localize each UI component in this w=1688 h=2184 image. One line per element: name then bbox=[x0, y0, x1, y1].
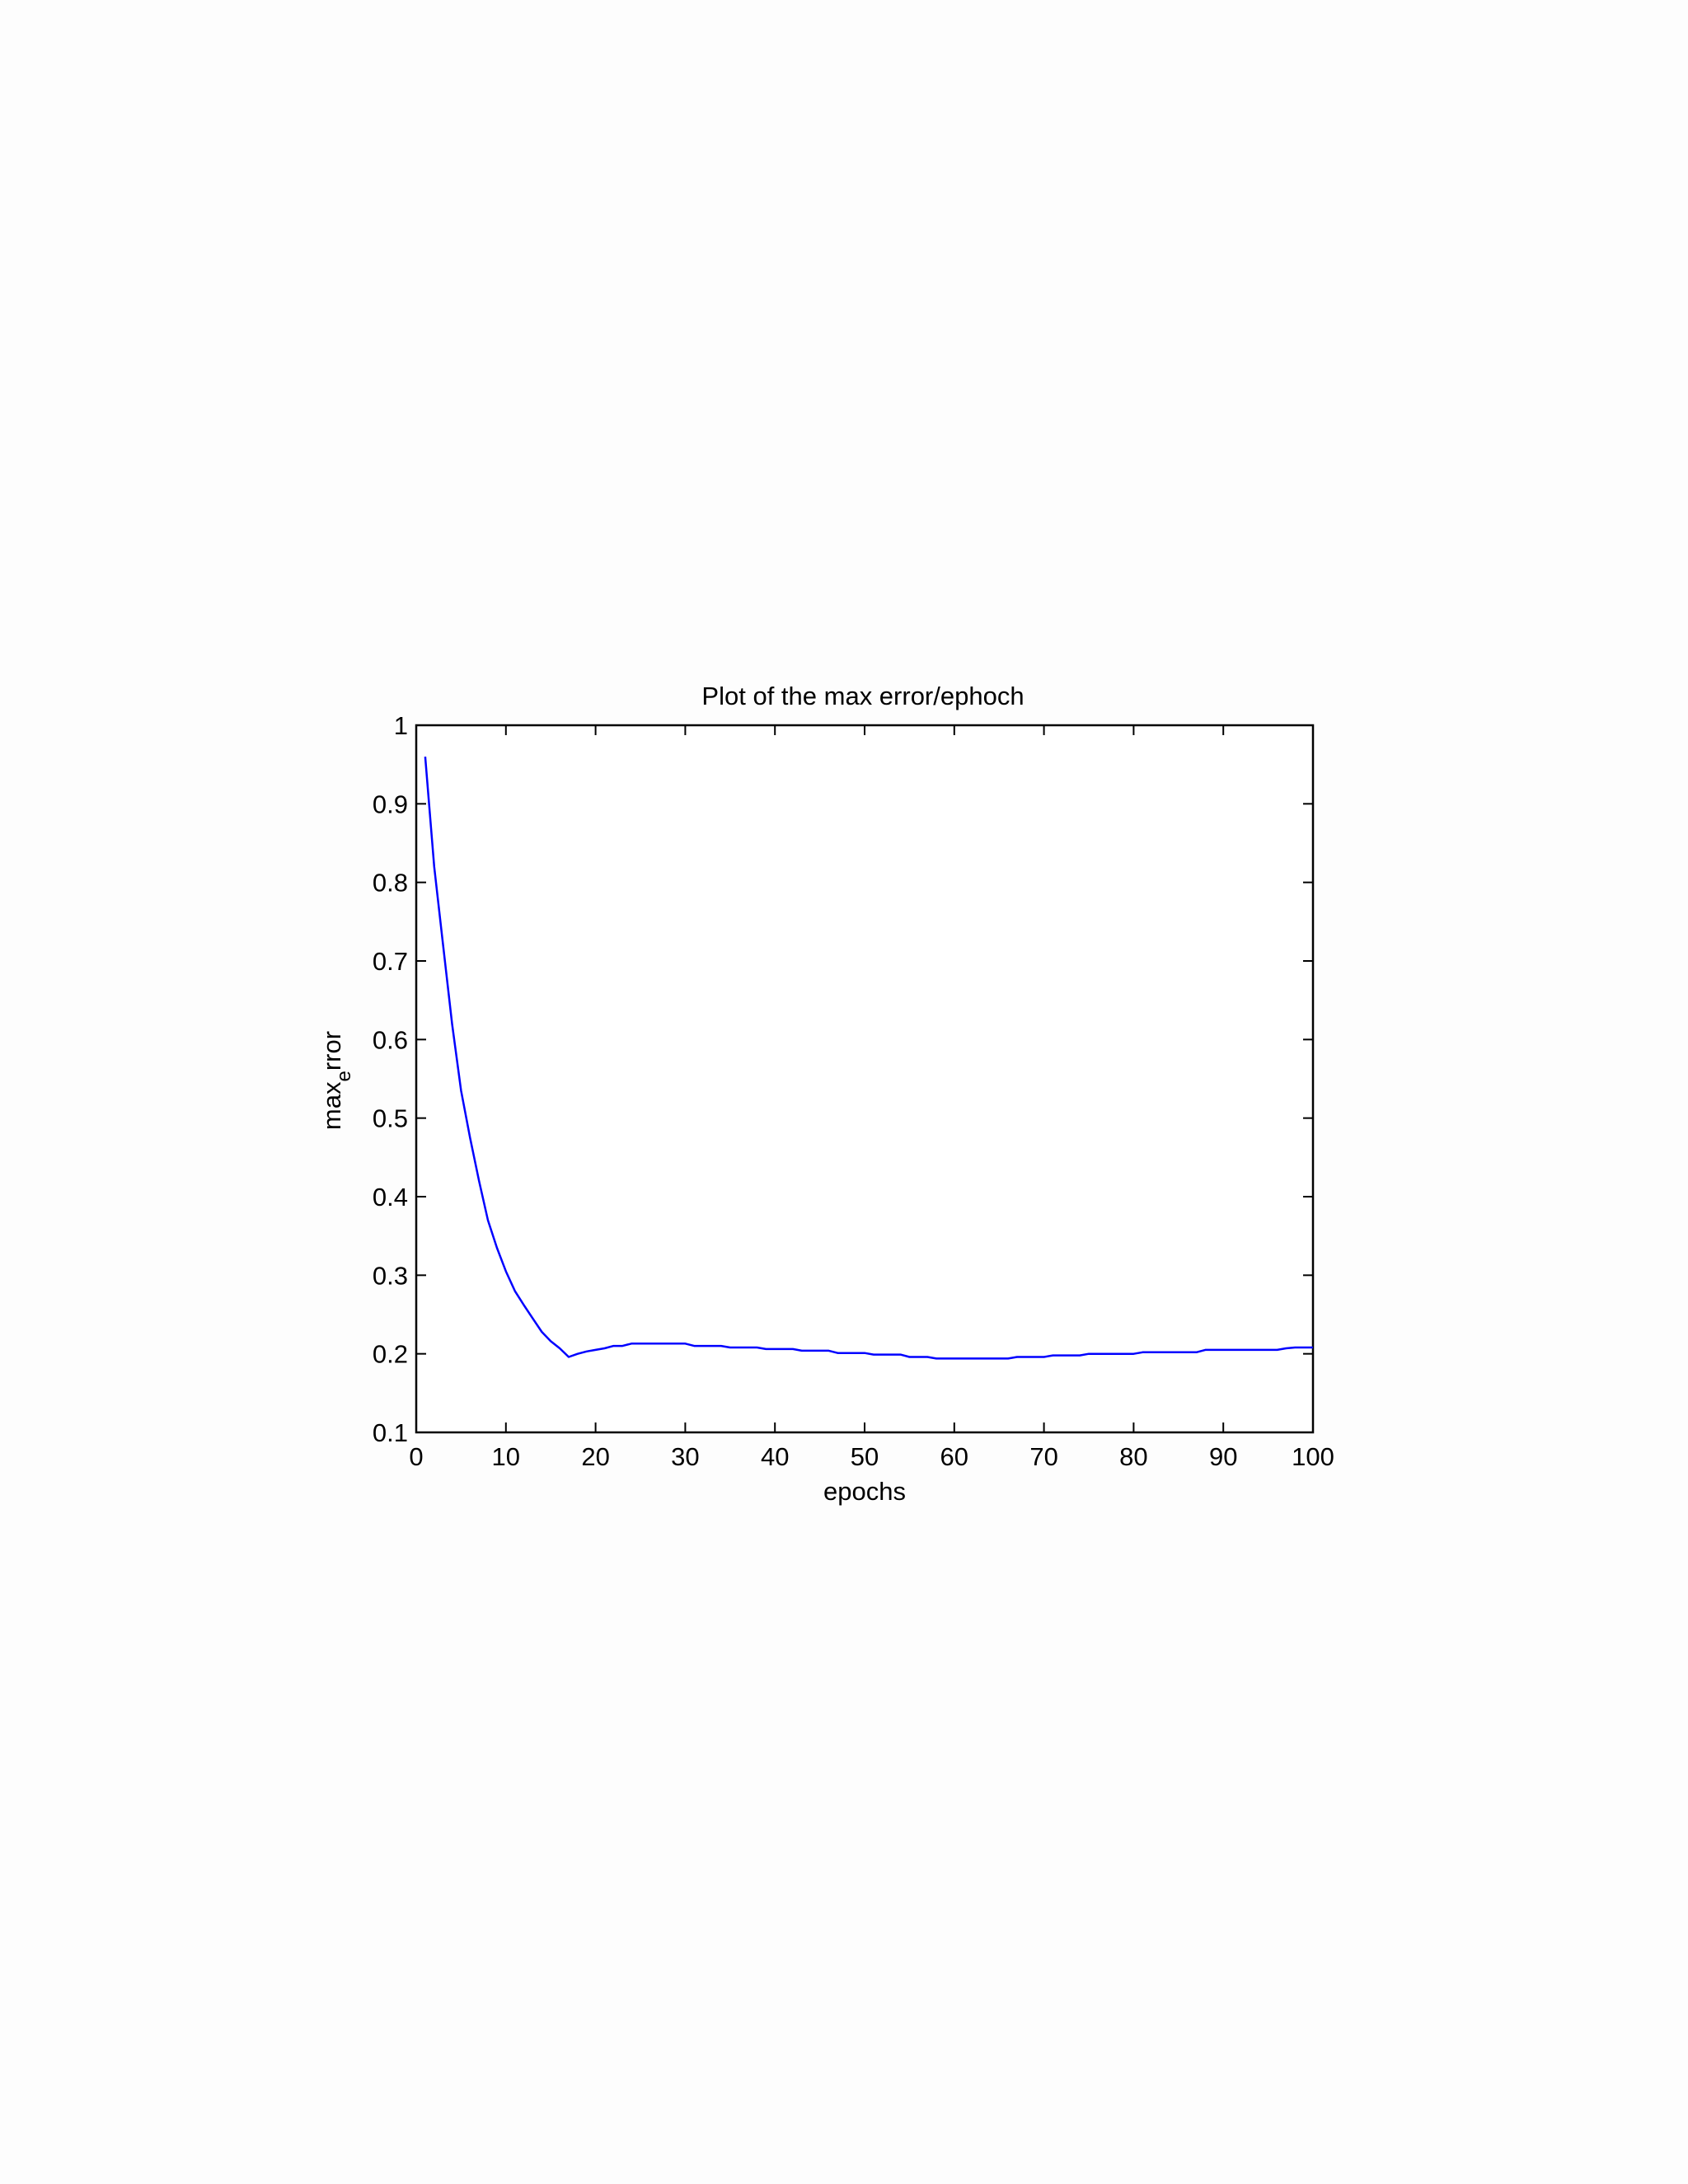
x-tick-label: 100 bbox=[1292, 1442, 1334, 1471]
y-ticks: 0.1 0.2 0.3 0.4 0.5 0.6 0.7 0.8 0.9 1 bbox=[373, 711, 1313, 1447]
x-tick-label: 70 bbox=[1029, 1442, 1057, 1471]
chart-title: Plot of the max error/ephoch bbox=[701, 682, 1024, 710]
x-tick-label: 80 bbox=[1119, 1442, 1147, 1471]
axes-frame bbox=[415, 724, 1315, 1434]
x-ticks: 0 10 20 30 40 50 60 70 80 90 100 bbox=[409, 725, 1334, 1471]
x-tick-label: 90 bbox=[1209, 1442, 1237, 1471]
y-tick-label: 0.3 bbox=[373, 1261, 408, 1290]
x-axis-label: epochs bbox=[823, 1477, 906, 1506]
y-tick-label: 1 bbox=[394, 711, 408, 740]
y-tick-label: 0.1 bbox=[373, 1418, 408, 1447]
y-tick-label: 0.5 bbox=[373, 1104, 408, 1133]
y-tick-label: 0.4 bbox=[373, 1183, 408, 1212]
plot-area: 0 10 20 30 40 50 60 70 80 90 100 0.10.20.30.40.50.… bbox=[373, 711, 1334, 1471]
max-error-line bbox=[424, 756, 1313, 1360]
x-tick-label: 10 bbox=[492, 1442, 520, 1471]
x-tick-label: 30 bbox=[671, 1442, 699, 1471]
y-axis-label-subscript: e bbox=[333, 1071, 355, 1081]
y-tick-label: 0.9 bbox=[373, 790, 408, 818]
x-tick-label: 50 bbox=[851, 1442, 879, 1471]
y-axis-label-tail: rror bbox=[317, 1031, 346, 1071]
y-tick-label: 0.2 bbox=[373, 1340, 408, 1369]
y-tick-label: 0.6 bbox=[373, 1025, 408, 1054]
x-tick-label: 0 bbox=[409, 1442, 423, 1471]
y-axis-label-main: max bbox=[317, 1081, 346, 1130]
x-tick-label: 20 bbox=[581, 1442, 609, 1471]
x-tick-label: 40 bbox=[761, 1442, 789, 1471]
y-tick-label: 0.8 bbox=[373, 869, 408, 898]
y-axis-label: maxerror bbox=[317, 1031, 355, 1130]
x-tick-label: 60 bbox=[940, 1442, 968, 1471]
y-tick-label: 0.7 bbox=[373, 947, 408, 976]
